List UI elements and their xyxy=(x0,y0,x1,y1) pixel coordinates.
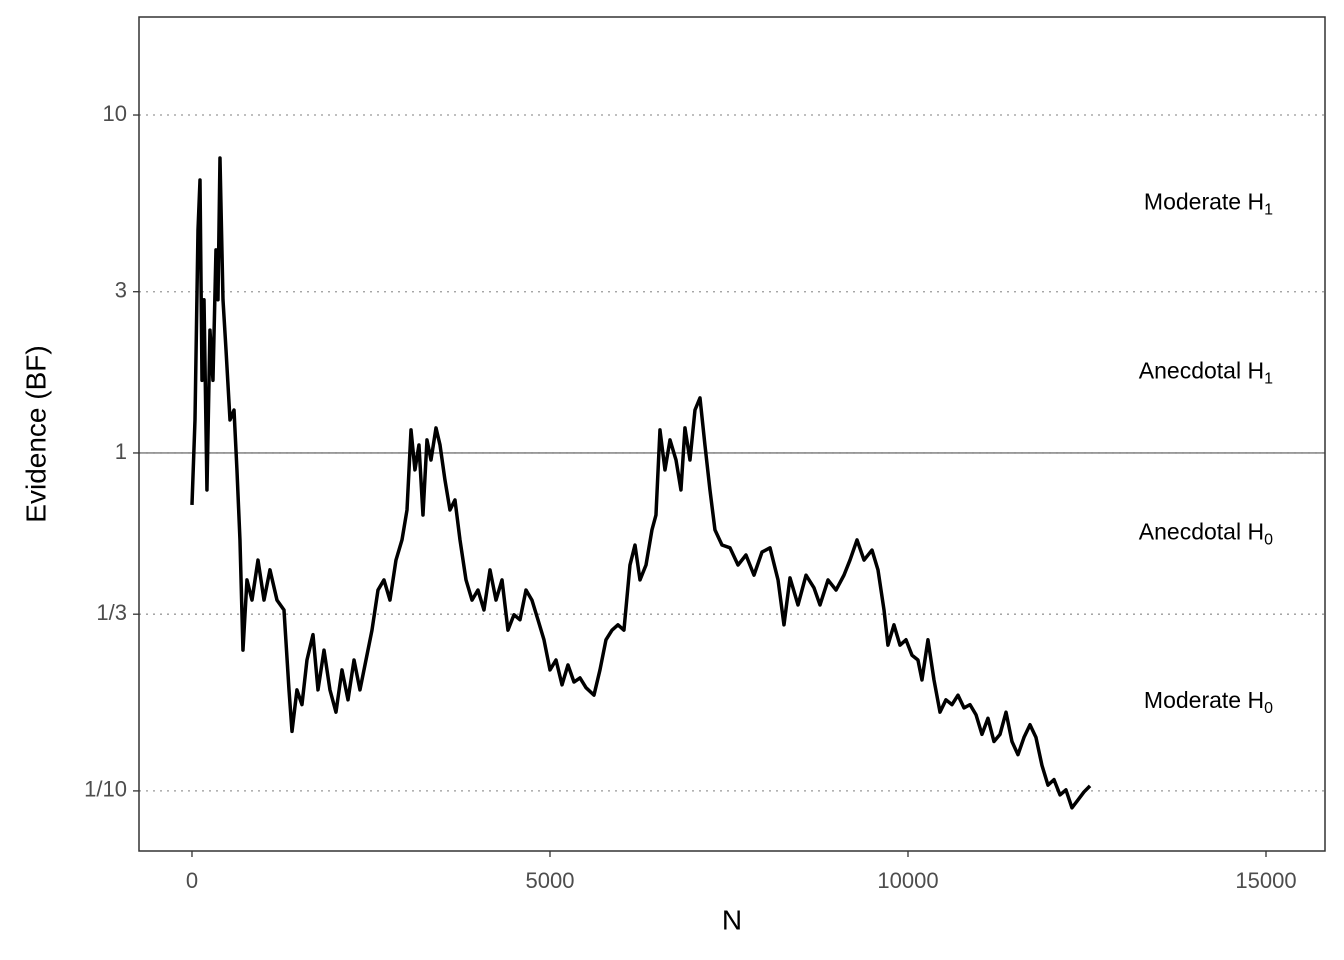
y-tick-label: 1 xyxy=(115,439,127,464)
data-line xyxy=(190,156,1092,810)
y-tick-label: 10 xyxy=(103,101,127,126)
x-tick-label: 10000 xyxy=(877,868,938,893)
x-tick-label: 15000 xyxy=(1235,868,1296,893)
annotation-subscript: 0 xyxy=(1264,700,1273,717)
annotation: Moderate H0 xyxy=(1144,687,1273,717)
annotation-subscript: 0 xyxy=(1264,532,1273,549)
annotation-text: Anecdotal H xyxy=(1139,519,1264,545)
x-tick-label: 5000 xyxy=(526,868,575,893)
x-tick-label: 0 xyxy=(186,868,198,893)
annotation-subscript: 1 xyxy=(1264,371,1273,388)
annotation: Moderate H1 xyxy=(1144,188,1273,218)
y-tick-label: 1/10 xyxy=(84,777,127,802)
annotation-text: Moderate H xyxy=(1144,687,1264,713)
annotation-subscript: 1 xyxy=(1264,202,1273,219)
annotation-text: Moderate H xyxy=(1144,188,1264,214)
annotation-text: Anecdotal H xyxy=(1139,358,1264,384)
x-axis-title: N xyxy=(722,904,742,935)
panel-border xyxy=(138,16,1326,852)
y-axis-title: Evidence (BF) xyxy=(20,345,51,522)
annotation: Anecdotal H1 xyxy=(1139,358,1273,388)
annotation: Anecdotal H0 xyxy=(1139,519,1273,549)
y-tick-label: 1/3 xyxy=(96,600,127,625)
y-tick-label: 3 xyxy=(115,278,127,303)
